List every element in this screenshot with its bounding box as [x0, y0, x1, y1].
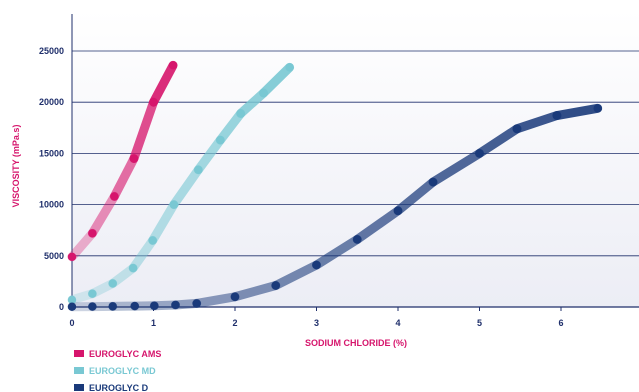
data-point	[312, 260, 321, 270]
data-point	[168, 61, 178, 70]
data-point	[259, 88, 268, 98]
x-tick-label: 1	[151, 318, 156, 328]
plot-area	[72, 10, 639, 307]
data-point	[512, 124, 522, 134]
data-point	[216, 135, 225, 145]
legend-label: EUROGLYC MD	[89, 366, 156, 376]
series-line-segment	[428, 148, 484, 187]
data-point	[236, 109, 245, 118]
data-point	[149, 98, 158, 107]
data-point	[192, 299, 201, 308]
grid-lines	[72, 50, 639, 257]
x-tick-label: 6	[558, 318, 563, 328]
data-point	[67, 295, 77, 305]
x-tick-label: 4	[395, 318, 400, 328]
y-tick-label: 25000	[39, 46, 64, 56]
y-axis-title: VISCOSITY (mPa.s)	[11, 125, 21, 208]
data-point	[88, 302, 97, 311]
series-line-segment	[87, 191, 119, 238]
data-point	[108, 302, 117, 311]
data-point	[285, 63, 294, 72]
data-point	[393, 206, 403, 215]
data-point	[150, 301, 159, 310]
data-point	[108, 279, 117, 288]
series-line-segment	[236, 88, 269, 118]
series-line-segment	[129, 97, 158, 164]
data-point	[169, 200, 179, 209]
series-line-segment	[312, 234, 362, 270]
legend: EUROGLYC AMS EUROGLYC MD EUROGLYC D	[74, 349, 161, 392]
data-point	[129, 154, 139, 163]
y-tick-label: 5000	[44, 251, 64, 261]
series-line-segment	[259, 62, 295, 98]
legend-swatch	[74, 367, 84, 374]
legend-swatch	[74, 350, 84, 357]
series-line-segment	[149, 60, 178, 107]
x-tick-label: 5	[477, 318, 482, 328]
series-line-segment	[393, 177, 438, 216]
series-line-segment	[512, 111, 562, 134]
data-point	[353, 235, 362, 244]
data-point	[67, 252, 77, 262]
data-point	[552, 111, 562, 120]
x-axis-title: SODIUM CHLORIDE (%)	[305, 338, 407, 348]
legend-label: EUROGLYC D	[89, 383, 149, 392]
series-line-segment	[193, 135, 225, 175]
series-line-segment	[271, 260, 321, 290]
series-line-segment	[230, 280, 281, 302]
series-line-segment	[552, 103, 603, 121]
data-point	[88, 289, 97, 298]
series-line-segment	[475, 124, 522, 158]
y-tick-label: 20000	[39, 97, 64, 107]
data-point	[130, 301, 139, 311]
series-line-segment	[67, 228, 97, 262]
series-line-segment	[109, 154, 139, 201]
y-tick-label: 10000	[39, 200, 64, 210]
y-tick-label: 0	[59, 302, 64, 312]
series-line-segment	[108, 263, 138, 288]
series-line-segment	[148, 200, 179, 245]
data-point	[148, 236, 157, 245]
data-point	[194, 165, 203, 174]
tick-labels: 0 5000 10000 15000 20000 25000 0 1 2 3 4 5 6	[39, 46, 564, 328]
data-point	[88, 229, 97, 238]
x-tick-label: 3	[314, 318, 319, 328]
x-tick-label: 0	[69, 318, 74, 328]
data-point	[271, 281, 280, 290]
data-point	[593, 104, 602, 113]
series-line-segment	[192, 292, 240, 308]
data-point	[475, 149, 484, 158]
data-point	[110, 192, 119, 201]
legend-swatch	[74, 384, 84, 391]
data-point	[171, 300, 180, 310]
series-line-segment	[169, 165, 203, 210]
y-tick-label: 15000	[39, 148, 64, 158]
x-tick-label: 2	[232, 318, 237, 328]
data-point	[128, 263, 138, 273]
series-line-segment	[352, 206, 403, 244]
series-line-segment	[215, 108, 246, 145]
data-point	[428, 177, 438, 187]
data-points	[67, 61, 602, 311]
legend-label: EUROGLYC AMS	[89, 349, 161, 359]
data-point	[67, 302, 77, 311]
series-line-segment	[128, 235, 158, 273]
data-point	[230, 292, 240, 301]
